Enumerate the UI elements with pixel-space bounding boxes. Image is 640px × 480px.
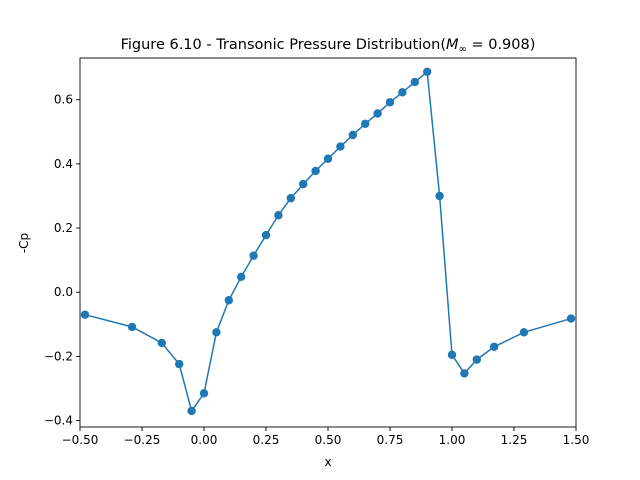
data-point [199,389,209,398]
x-tick-label: −0.50 [62,433,99,447]
data-point [157,338,167,348]
x-tick-label: 0.00 [191,433,218,447]
x-tick-label: 1.00 [439,433,466,447]
data-point [348,130,357,140]
x-tick-label: 1.25 [501,433,528,447]
data-point [80,310,90,319]
x-tick-label: 0.25 [253,433,280,447]
x-tick-label: −0.25 [124,433,161,447]
data-point [423,67,432,77]
data-point [187,406,196,416]
series-layer [80,67,576,416]
y-tick-label: 0.0 [54,285,73,299]
data-point [472,355,481,364]
data-point [460,369,469,378]
plot-background [80,58,576,427]
plot-area [80,58,576,427]
data-point [373,109,382,118]
x-axis-label: x [324,455,331,469]
data-point [323,154,333,163]
x-tick-label: 0.50 [315,433,342,447]
y-tick-label: 0.6 [54,93,73,107]
axes-layer: −0.50 −0.25 0.00 0.25 0.50 0.75 1.00 1.25 1.50 −0… [44,57,590,447]
data-point [299,179,308,189]
data-point [237,272,246,282]
data-point [249,251,258,260]
y-tick-label: 0.4 [54,157,73,171]
chart-title: Figure 6.10 - Transonic Pressure Distrib… [121,37,536,55]
chart-title-text: Figure 6.10 - Transonic Pressure Distrib… [121,37,441,53]
data-point [286,194,295,203]
data-point [212,328,221,337]
data-point [410,77,419,87]
y-tick-label: −0.2 [44,349,73,363]
data-point [336,142,345,151]
title-math-symbol: M [446,37,459,53]
data-point [224,296,233,305]
y-tick-label: 0.2 [54,221,73,235]
title-math-subscript: ∞ [459,44,467,55]
data-point [566,314,576,323]
data-point [435,191,444,201]
data-point [398,88,407,97]
data-point [385,98,395,107]
data-point [311,166,320,176]
data-point [127,322,137,332]
data-point [519,328,529,337]
data-point [447,350,457,359]
x-tick-label: 0.75 [377,433,404,447]
data-point [175,359,184,369]
data-point [361,119,370,128]
data-point [261,230,271,240]
title-math-value: = 0.908) [467,37,536,53]
y-tick-label: −0.4 [44,414,73,428]
y-axis-label: -Cp [17,233,31,253]
data-point [274,211,283,220]
x-tick-label: 1.50 [563,433,590,447]
data-point [489,342,499,351]
